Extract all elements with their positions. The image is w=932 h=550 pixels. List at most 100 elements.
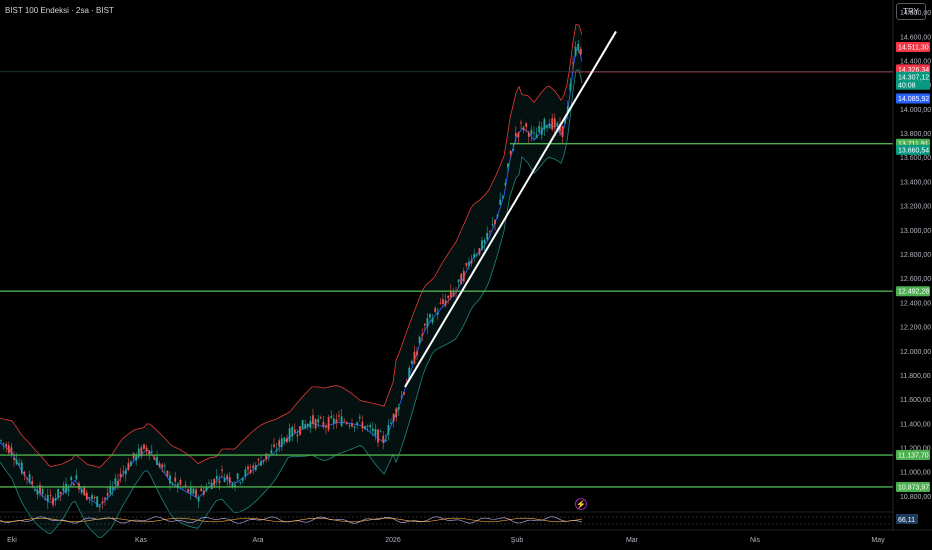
price-label: 14.085,92 bbox=[898, 96, 929, 103]
candle-body bbox=[270, 449, 273, 454]
x-tick-label: Ara bbox=[253, 537, 264, 544]
candle-body bbox=[400, 396, 403, 398]
candle-body bbox=[293, 429, 296, 433]
candle-body bbox=[564, 116, 567, 124]
candle-body bbox=[369, 424, 372, 428]
candle-body bbox=[325, 425, 327, 428]
candle-body bbox=[20, 462, 23, 474]
candle-body bbox=[218, 480, 221, 483]
lightning-icon[interactable]: ⚡ bbox=[575, 498, 587, 510]
candle-body bbox=[332, 418, 335, 424]
candle-body bbox=[101, 501, 104, 503]
candle-body bbox=[52, 497, 54, 505]
candle-body bbox=[228, 477, 231, 484]
candle-body bbox=[195, 489, 197, 497]
candle-body bbox=[553, 118, 556, 127]
candle-body bbox=[148, 450, 151, 455]
candle-body bbox=[413, 351, 416, 364]
candle-body bbox=[579, 48, 582, 55]
y-tick-label: 14.400,00 bbox=[900, 58, 931, 65]
countdown-label: 40:08 bbox=[898, 82, 916, 89]
candle-body bbox=[384, 439, 387, 442]
candle-body bbox=[543, 119, 546, 130]
y-tick-label: 11.600,00 bbox=[900, 397, 931, 404]
candle-body bbox=[348, 425, 351, 427]
candle-body bbox=[7, 445, 10, 453]
candle-body bbox=[96, 496, 99, 508]
candle-body bbox=[520, 122, 522, 124]
candle-body bbox=[444, 300, 447, 306]
candle-body bbox=[449, 290, 452, 298]
x-tick-label: Nis bbox=[750, 537, 761, 544]
candle-body bbox=[491, 224, 494, 225]
candle-body bbox=[283, 437, 286, 442]
candle-body bbox=[457, 279, 460, 283]
candle-body bbox=[408, 367, 411, 378]
candle-body bbox=[426, 318, 429, 327]
symbol-title[interactable]: BIST 100 Endeksi · 2sa · BIST bbox=[5, 6, 114, 15]
candle-body bbox=[106, 493, 109, 496]
candle-body bbox=[439, 303, 442, 304]
candle-body bbox=[189, 486, 192, 494]
y-tick-label: 12.000,00 bbox=[900, 349, 931, 356]
candle-body bbox=[364, 425, 366, 430]
candle-body bbox=[434, 308, 437, 313]
candle-body bbox=[335, 419, 338, 424]
candle-body bbox=[114, 478, 117, 485]
currency-button[interactable]: TRY bbox=[896, 3, 926, 20]
candle-body bbox=[98, 505, 101, 508]
candle-body bbox=[127, 463, 130, 470]
candle-body bbox=[83, 486, 86, 496]
oscillator-signal bbox=[0, 517, 583, 523]
candle-body bbox=[210, 482, 213, 490]
y-tick-label: 11.000,00 bbox=[900, 470, 931, 477]
price-label: 14.326,34 bbox=[898, 67, 929, 74]
candle-body bbox=[236, 473, 239, 480]
y-tick-label: 13.400,00 bbox=[900, 179, 931, 186]
candle-body bbox=[442, 299, 444, 304]
candle-body bbox=[527, 132, 530, 137]
x-tick-label: Mar bbox=[626, 537, 639, 544]
candle-body bbox=[161, 464, 164, 468]
y-tick-label: 13.800,00 bbox=[900, 131, 931, 138]
candle-body bbox=[322, 421, 325, 427]
candle-body bbox=[561, 125, 564, 137]
candle-body bbox=[374, 429, 377, 436]
osc-value-bg bbox=[896, 514, 918, 524]
y-tick-label: 12.600,00 bbox=[900, 276, 931, 283]
price-label-bg bbox=[896, 481, 930, 492]
candle-body bbox=[176, 483, 179, 488]
candle-body bbox=[275, 449, 278, 451]
candle-body bbox=[205, 487, 208, 491]
y-tick-label: 11.200,00 bbox=[900, 446, 931, 453]
candle-body bbox=[265, 453, 268, 459]
candle-body bbox=[221, 469, 223, 471]
candle-body bbox=[0, 440, 2, 442]
candle-body bbox=[299, 426, 301, 435]
candle-body bbox=[483, 239, 486, 244]
price-label-bg bbox=[896, 144, 930, 155]
price-label: 14.511,30 bbox=[898, 45, 929, 52]
candle-body bbox=[473, 253, 476, 258]
y-tick-label: 11.800,00 bbox=[900, 373, 931, 380]
candle-body bbox=[353, 426, 356, 428]
candle-body bbox=[231, 483, 234, 487]
candle-body bbox=[566, 106, 569, 115]
candle-body bbox=[280, 438, 283, 447]
y-tick-label: 12.200,00 bbox=[900, 325, 931, 332]
candle-body bbox=[416, 351, 418, 356]
candle-body bbox=[109, 486, 112, 494]
x-tick-label: Eki bbox=[7, 537, 17, 544]
y-tick-label: 14.800,00 bbox=[900, 10, 931, 17]
candle-body bbox=[319, 417, 322, 419]
candle-body bbox=[387, 425, 390, 435]
candle-body bbox=[18, 463, 21, 465]
candle-body bbox=[111, 486, 114, 490]
candle-body bbox=[551, 118, 554, 130]
price-label-bg bbox=[896, 71, 930, 90]
candle-body bbox=[509, 150, 512, 154]
candle-body bbox=[62, 485, 65, 492]
band-fill bbox=[0, 24, 582, 538]
candle-body bbox=[317, 419, 320, 423]
